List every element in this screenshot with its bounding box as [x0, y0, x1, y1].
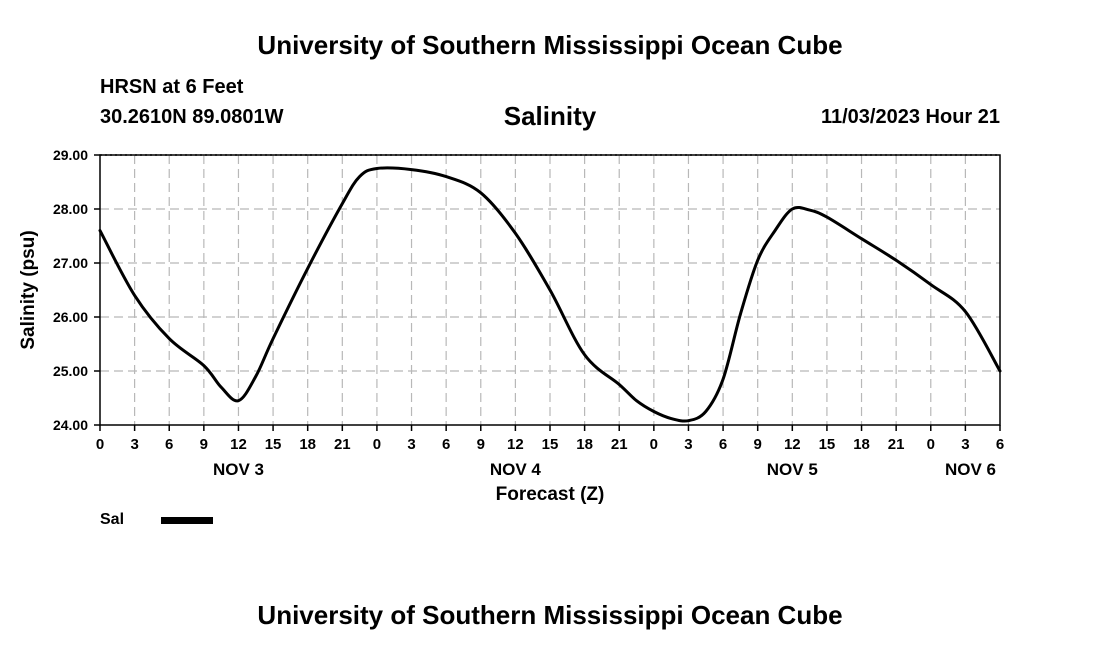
x-tick-label: 15: [542, 436, 559, 453]
y-tick-label: 26.00: [53, 309, 88, 325]
x-tick-label: 3: [961, 436, 969, 453]
y-tick-label: 27.00: [53, 255, 88, 271]
y-tick-label: 25.00: [53, 363, 88, 379]
x-tick-label: 6: [165, 436, 173, 453]
x-tick-label: 0: [96, 436, 104, 453]
forecast-timestamp: 11/03/2023 Hour 21: [820, 106, 1000, 128]
date-label: NOV 3: [213, 460, 264, 479]
series-layer: [98, 166, 1002, 423]
series-line-sal: [98, 166, 1002, 423]
y-tick-label: 24.00: [53, 417, 88, 433]
x-tick-label: 21: [611, 436, 628, 453]
x-tick-label: 9: [477, 436, 485, 453]
x-tick-label: 18: [576, 436, 593, 453]
y-tick-label: 28.00: [53, 201, 88, 217]
date-label: NOV 5: [767, 460, 818, 479]
date-label: NOV 6: [945, 460, 996, 479]
y-axis-label: Salinity (psu): [18, 230, 39, 349]
x-axis-label: Forecast (Z): [496, 484, 605, 505]
chart-title: University of Southern Mississippi Ocean…: [257, 30, 843, 60]
legend-swatch: [161, 517, 213, 524]
x-tick-label: 18: [299, 436, 316, 453]
station-label: HRSN at 6 Feet: [100, 76, 244, 98]
x-tick-label: 21: [334, 436, 351, 453]
x-tick-label: 9: [754, 436, 762, 453]
legend-label: Sal: [100, 511, 125, 528]
x-tick-label: 3: [684, 436, 692, 453]
variable-title: Salinity: [503, 101, 597, 131]
x-tick-label: 6: [719, 436, 727, 453]
x-tick-label: 0: [927, 436, 935, 453]
x-tick-label: 18: [853, 436, 870, 453]
x-tick-label: 0: [373, 436, 381, 453]
x-tick-label: 12: [507, 436, 524, 453]
date-label: NOV 4: [490, 460, 542, 479]
grid-layer: [100, 155, 1000, 425]
x-tick-label: 6: [442, 436, 450, 453]
x-tick-label: 12: [230, 436, 247, 453]
axis-layer: 24.00 25.00 26.00 27.00 28.00 29.00 0 3 6 9 12 15 18…: [53, 147, 1004, 479]
x-tick-label: 3: [130, 436, 138, 453]
x-tick-label: 3: [407, 436, 415, 453]
x-tick-label: 12: [784, 436, 801, 453]
footer-title: University of Southern Mississippi Ocean…: [257, 600, 843, 630]
station-coordinates: 30.2610N 89.0801W: [100, 106, 284, 128]
x-tick-label: 21: [888, 436, 905, 453]
x-tick-label: 6: [996, 436, 1004, 453]
x-tick-label: 0: [650, 436, 658, 453]
x-tick-label: 15: [819, 436, 836, 453]
x-tick-label: 9: [200, 436, 208, 453]
x-tick-label: 15: [265, 436, 282, 453]
y-tick-label: 29.00: [53, 147, 88, 163]
